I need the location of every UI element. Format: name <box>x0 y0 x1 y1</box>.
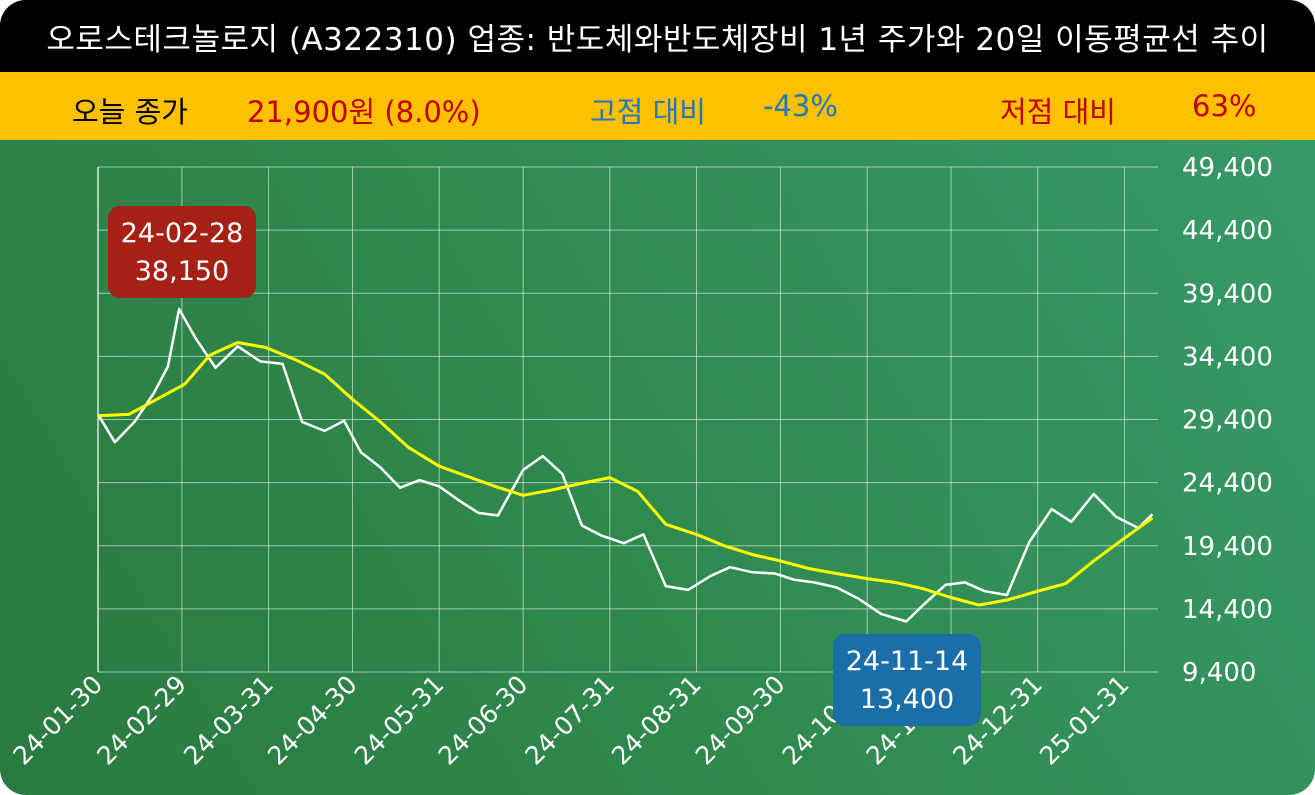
y-tick-label: 44,400 <box>1182 216 1273 246</box>
y-tick-label: 24,400 <box>1182 469 1273 499</box>
x-tick-label: 24-05-31 <box>349 670 450 771</box>
x-tick-label: 24-03-31 <box>178 670 279 771</box>
low-compare-label: 저점 대비 <box>1000 95 1116 129</box>
moving-average-line <box>97 341 1154 607</box>
chart-title: 오로스테크놀로지 (A322310) 업종: 반도체와반도체장비 1년 주가와 … <box>46 21 1269 58</box>
high-callout-value: 38,150 <box>135 256 229 287</box>
low-callout-box <box>833 634 981 726</box>
high-callout-box <box>108 206 256 298</box>
x-tick-label: 24-01-30 <box>7 670 108 771</box>
high-callout-date: 24-02-28 <box>121 218 244 249</box>
close-label: 오늘 종가 <box>72 95 188 129</box>
low-compare-value: 63% <box>1192 89 1257 123</box>
y-tick-label: 39,400 <box>1182 279 1273 309</box>
x-tick-label: 24-08-31 <box>606 670 707 771</box>
x-tick-label: 25-01-31 <box>1034 670 1135 771</box>
y-tick-label: 34,400 <box>1182 342 1273 372</box>
high-compare-value: -43% <box>763 89 838 123</box>
y-tick-label: 19,400 <box>1182 532 1273 562</box>
x-tick-label: 24-02-29 <box>91 670 192 771</box>
x-tick-label: 24-06-30 <box>433 670 534 771</box>
close-value: 21,900원 (8.0%) <box>247 95 481 129</box>
x-tick-label: 24-07-31 <box>519 670 620 771</box>
low-callout-value: 13,400 <box>860 684 954 715</box>
x-tick-label: 24-04-30 <box>262 670 363 771</box>
x-tick-label: 24-09-30 <box>690 670 791 771</box>
y-tick-label: 9,400 <box>1182 658 1256 688</box>
y-tick-label: 49,400 <box>1182 153 1273 183</box>
chart-title-bar: 오로스테크놀로지 (A322310) 업종: 반도체와반도체장비 1년 주가와 … <box>0 0 1315 72</box>
low-callout-date: 24-11-14 <box>846 646 969 677</box>
stats-bar: 오늘 종가 21,900원 (8.0%) 고점 대비 -43% 저점 대비 63… <box>0 72 1315 140</box>
high-compare-label: 고점 대비 <box>590 95 706 129</box>
y-tick-label: 14,400 <box>1182 595 1273 625</box>
y-tick-label: 29,400 <box>1182 406 1273 436</box>
